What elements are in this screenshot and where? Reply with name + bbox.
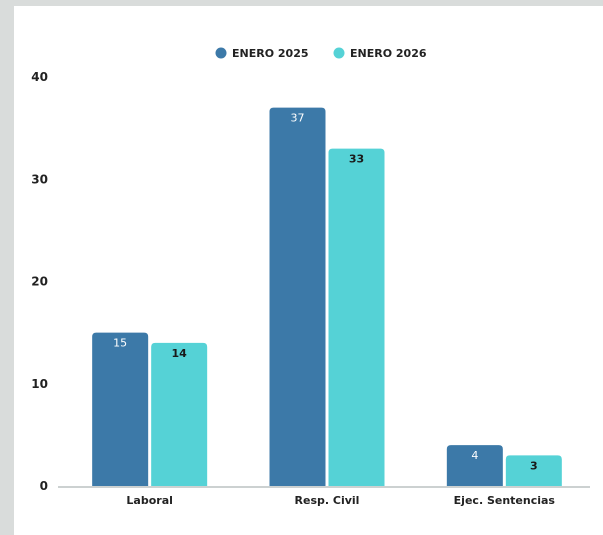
y-tick-label: 0 xyxy=(40,479,48,493)
bar-value-label: 33 xyxy=(349,153,364,166)
x-category-label: Laboral xyxy=(126,494,172,507)
bar-value-label: 15 xyxy=(113,337,127,350)
bars: 15 14 37 33 4 3 xyxy=(92,107,562,487)
legend-label: ENERO 2025 xyxy=(232,47,309,60)
bar-value-label: 3 xyxy=(530,459,538,472)
bar-enero-2026 xyxy=(505,455,562,486)
legend-swatch xyxy=(215,47,227,59)
bar-enero-2025 xyxy=(446,445,503,486)
bar-value-label: 4 xyxy=(471,449,478,462)
y-tick-label: 20 xyxy=(31,275,48,289)
x-category-label: Resp. Civil xyxy=(295,494,360,507)
bar-enero-2025 xyxy=(92,332,149,486)
legend-swatch xyxy=(333,47,345,59)
y-tick-label: 10 xyxy=(31,377,48,391)
y-tick-label: 30 xyxy=(31,172,48,186)
x-axis: Laboral Resp. Civil Ejec. Sentencias xyxy=(126,494,555,507)
x-category-label: Ejec. Sentencias xyxy=(454,494,556,507)
bar-value-label: 14 xyxy=(172,347,188,360)
y-axis: 0 10 20 30 40 xyxy=(31,70,590,493)
bar-enero-2026 xyxy=(328,148,385,486)
bar-enero-2025 xyxy=(269,107,326,487)
bar-enero-2026 xyxy=(151,342,208,486)
top-border xyxy=(0,0,603,6)
left-border xyxy=(0,0,14,535)
bar-value-label: 37 xyxy=(291,112,305,125)
legend-label: ENERO 2026 xyxy=(350,47,427,60)
legend: ENERO 2025 ENERO 2026 xyxy=(215,47,427,60)
y-tick-label: 40 xyxy=(31,70,48,84)
